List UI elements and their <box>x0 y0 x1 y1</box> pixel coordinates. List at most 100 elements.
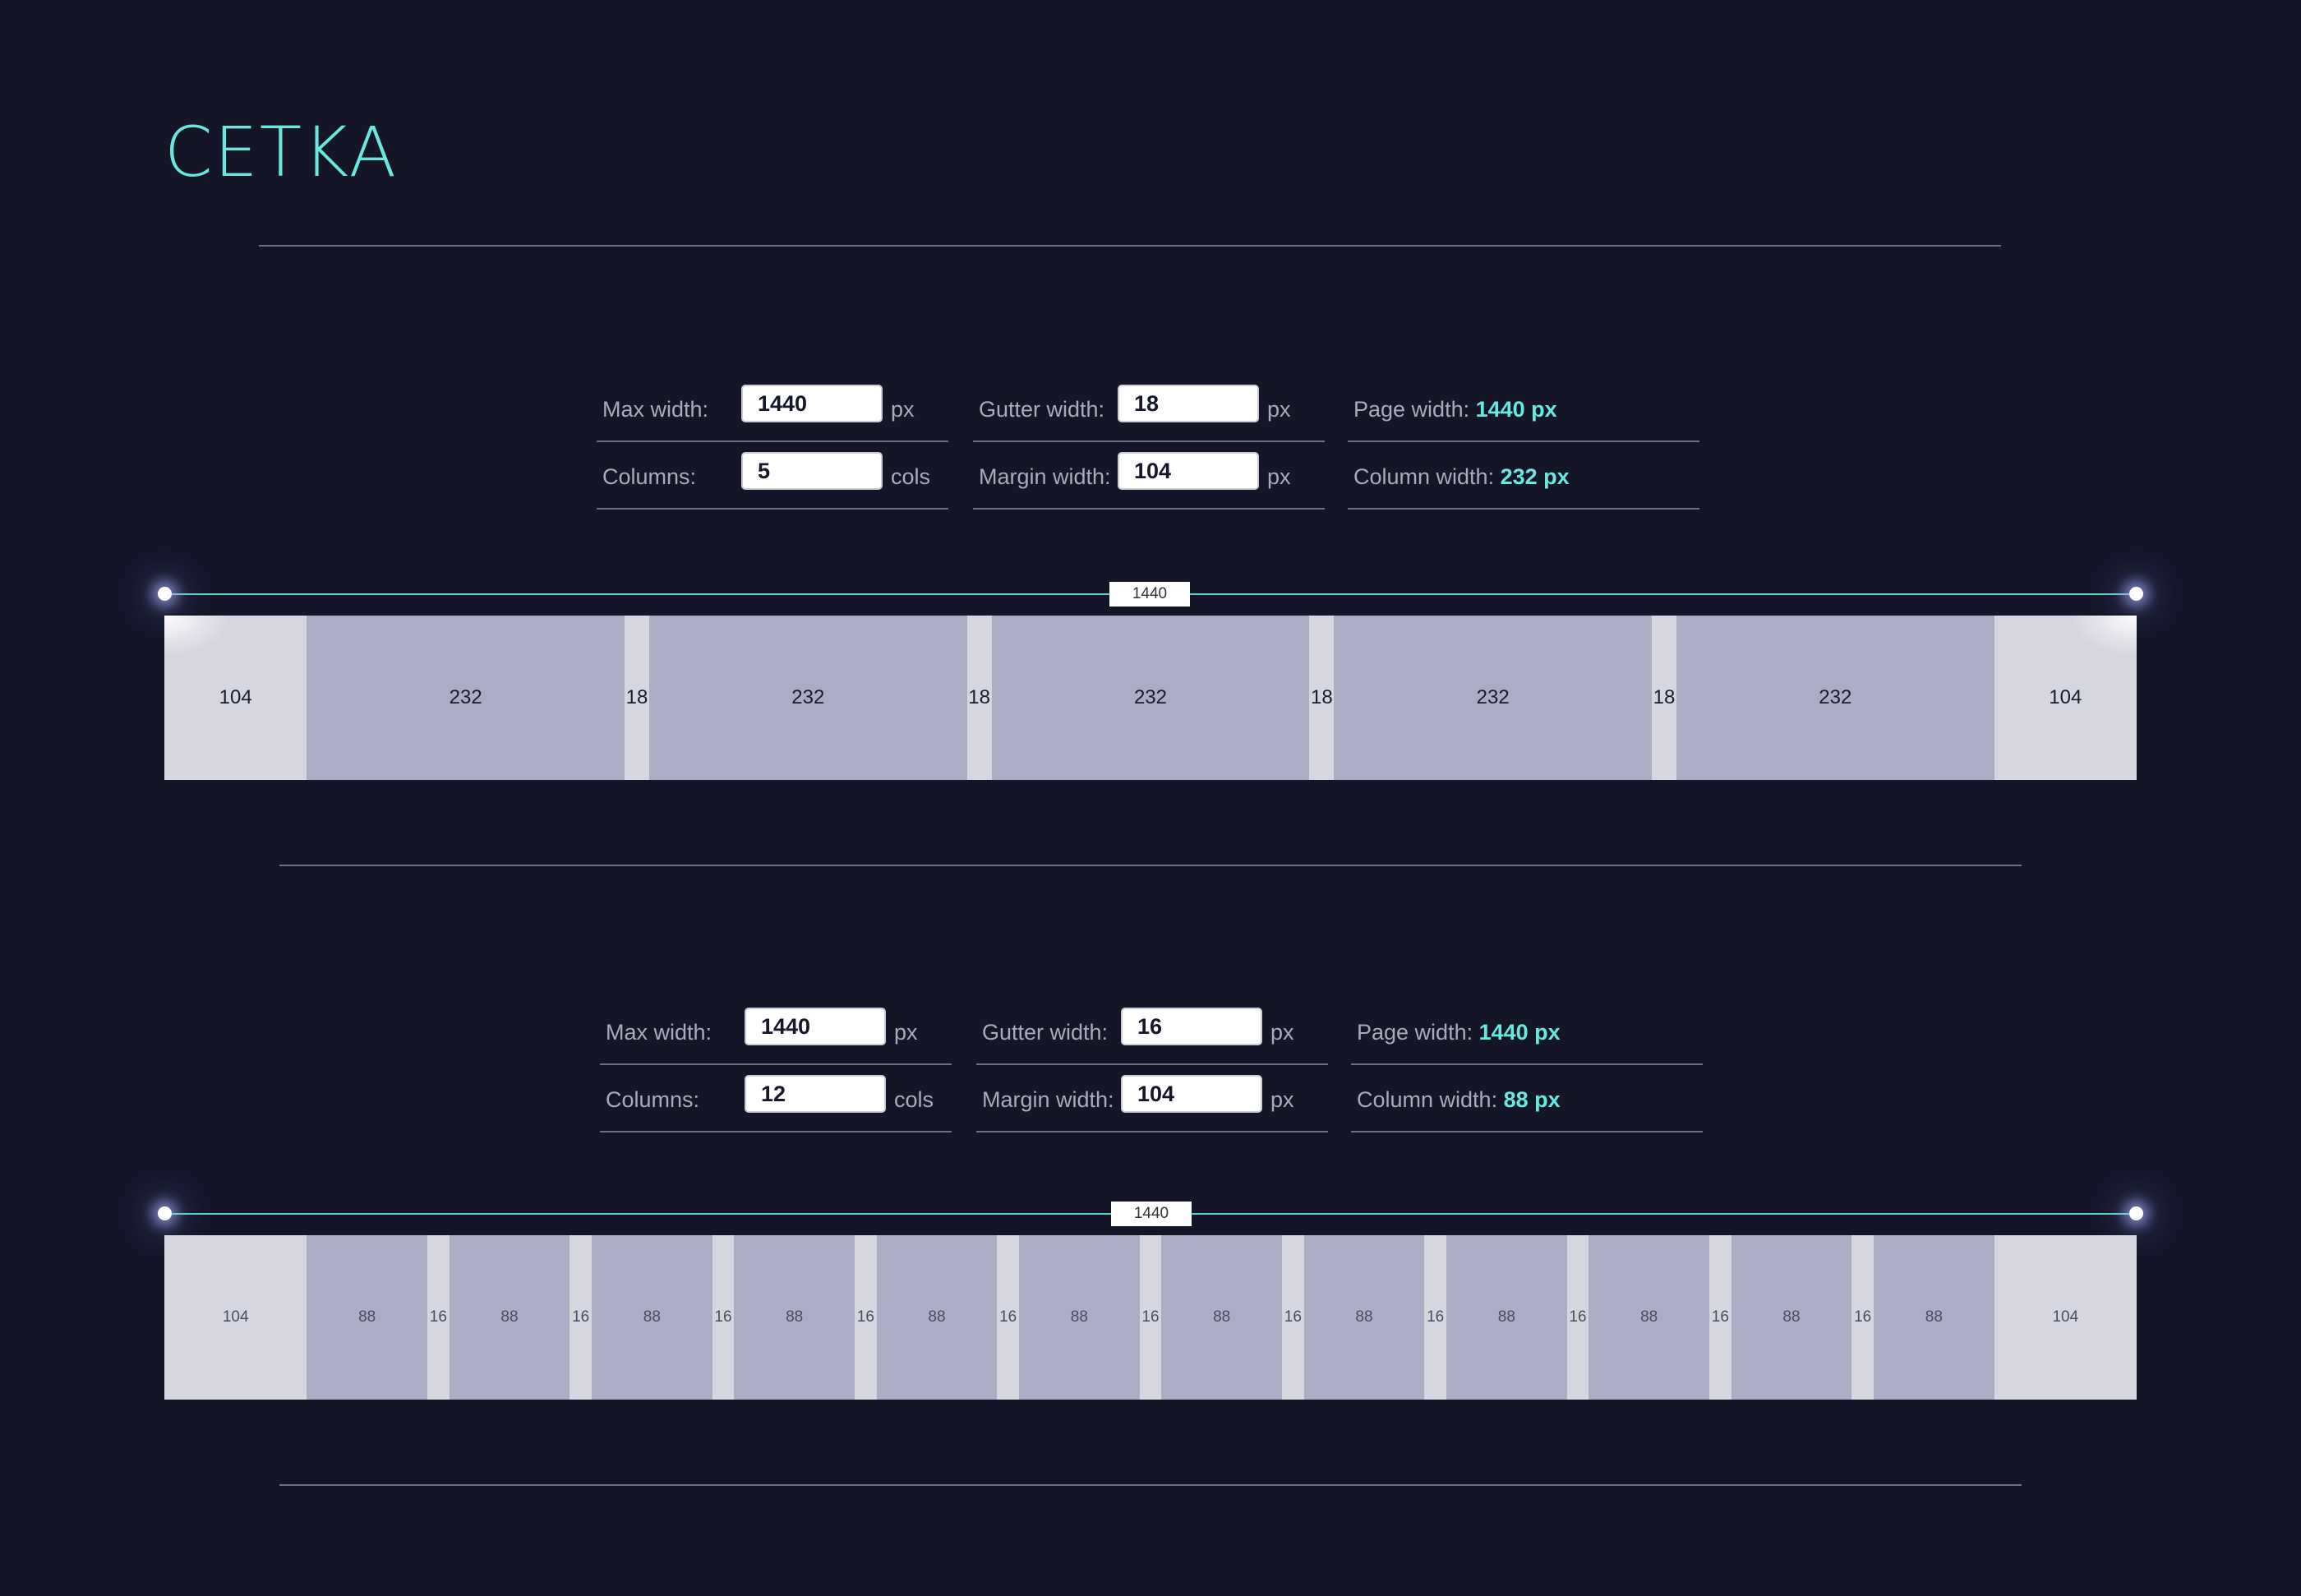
column-segment: 88 <box>307 1235 427 1400</box>
width-ruler: 1440 <box>158 1202 2143 1226</box>
page-title: CETKA <box>164 112 399 192</box>
page-width-row: Page width: 1440 px <box>1351 999 1703 1065</box>
gutter-segment: 16 <box>1711 1308 1729 1326</box>
gutter-segment: 16 <box>856 1308 874 1326</box>
gutter-segment: 18 <box>1310 686 1333 708</box>
max-width-unit: px <box>891 397 915 422</box>
columns-row: Columns: cols <box>597 444 948 510</box>
gutter-segment: 16 <box>1427 1308 1445 1326</box>
column-segment: 88 <box>1589 1235 1709 1400</box>
margin-segment: 104 <box>222 1308 249 1326</box>
column-segment: 88 <box>449 1235 570 1400</box>
column-width-row: Column width: 88 px <box>1351 1067 1703 1132</box>
ruler-right-handle[interactable] <box>2129 587 2143 601</box>
column-segment: 232 <box>1676 616 1994 780</box>
column-segment: 88 <box>1446 1235 1567 1400</box>
gutter-segment: 16 <box>1854 1308 1872 1326</box>
margin-width-input[interactable] <box>1121 1075 1262 1113</box>
max-width-label: Max width: <box>606 1020 712 1045</box>
columns-input[interactable] <box>741 452 883 490</box>
columns-input[interactable] <box>745 1075 886 1113</box>
columns-row: Columns: cols <box>600 1067 952 1132</box>
column-segment: 88 <box>1019 1235 1140 1400</box>
gutter-segment: 16 <box>429 1308 447 1326</box>
gutter-width-row: Gutter width: px <box>973 376 1325 442</box>
column-segment: 232 <box>307 616 625 780</box>
width-ruler: 1440 <box>158 582 2143 607</box>
gutter-segment: 18 <box>968 686 990 708</box>
column-width-row: Column width: 232 px <box>1348 444 1699 510</box>
page-width-value: 1440 px <box>1478 1020 1561 1045</box>
max-width-unit: px <box>894 1020 918 1045</box>
column-segment: 232 <box>1334 616 1652 780</box>
margin-width-row: Margin width: px <box>973 444 1325 510</box>
grid-settings-panel: Max width: px Gutter width: px Page widt… <box>597 376 1699 510</box>
max-width-label: Max width: <box>602 397 709 422</box>
gutter-segment: 16 <box>1141 1308 1160 1326</box>
margin-width-label: Margin width: <box>979 464 1111 489</box>
margin-width-input[interactable] <box>1118 452 1259 490</box>
margin-width-unit: px <box>1267 464 1291 489</box>
ruler-width-label: 1440 <box>1109 582 1190 607</box>
column-segment: 88 <box>1874 1235 1994 1400</box>
ruler-left-handle[interactable] <box>158 587 172 601</box>
margin-segment: 104 <box>2052 1308 2079 1326</box>
gutter-width-label: Gutter width: <box>979 397 1105 422</box>
gutter-segment: 16 <box>1569 1308 1587 1326</box>
gutter-segment: 16 <box>1284 1308 1302 1326</box>
gutter-segment: 16 <box>572 1308 590 1326</box>
gutter-segment: 18 <box>1653 686 1676 708</box>
ruler-left-handle[interactable] <box>158 1206 172 1220</box>
column-segment: 88 <box>1303 1235 1425 1400</box>
column-segment: 88 <box>592 1235 712 1400</box>
column-width-label: Column width: <box>1353 464 1495 489</box>
column-segment: 88 <box>876 1235 998 1400</box>
page-width-label: Page width: <box>1353 397 1470 422</box>
max-width-row: Max width: px <box>600 999 952 1065</box>
column-width-readout: Column width: 232 px <box>1353 462 1570 491</box>
max-width-row: Max width: px <box>597 376 948 442</box>
column-width-label: Column width: <box>1357 1087 1498 1112</box>
ruler-width-label: 1440 <box>1111 1202 1192 1226</box>
margin-width-unit: px <box>1270 1087 1294 1112</box>
gutter-width-label: Gutter width: <box>982 1020 1109 1045</box>
column-width-readout: Column width: 88 px <box>1357 1085 1561 1114</box>
margin-width-label: Margin width: <box>982 1087 1114 1112</box>
margin-width-row: Margin width: px <box>976 1067 1328 1132</box>
columns-unit: cols <box>894 1087 934 1112</box>
gutter-width-unit: px <box>1270 1020 1294 1045</box>
max-width-input[interactable] <box>745 1008 886 1045</box>
grid-settings-panel: Max width: px Gutter width: px Page widt… <box>600 999 1703 1132</box>
column-segment: 88 <box>1161 1235 1282 1400</box>
column-segment: 232 <box>991 616 1310 780</box>
column-width-value: 232 px <box>1500 464 1570 489</box>
grid-preview: 104 232 18 232 18 232 18 232 18 232 104 <box>164 616 2137 780</box>
columns-label: Columns: <box>602 464 697 489</box>
gutter-width-input[interactable] <box>1121 1008 1262 1045</box>
margin-segment: 104 <box>219 686 252 708</box>
column-width-value: 88 px <box>1503 1087 1561 1112</box>
columns-label: Columns: <box>606 1087 700 1112</box>
page-width-label: Page width: <box>1357 1020 1473 1045</box>
grid-preview: 104 88 16 88 16 88 16 88 16 88 16 88 16 88 16 88 16 88 16 8… <box>164 1235 2137 1400</box>
max-width-input[interactable] <box>741 385 883 422</box>
gutter-width-unit: px <box>1267 397 1291 422</box>
divider <box>279 865 2022 866</box>
gutter-segment: 18 <box>625 686 648 708</box>
margin-segment: 104 <box>2049 686 2082 708</box>
column-segment: 88 <box>734 1235 855 1400</box>
ruler-right-handle[interactable] <box>2129 1206 2143 1220</box>
gutter-segment: 16 <box>714 1308 732 1326</box>
column-segment: 232 <box>649 616 967 780</box>
page-width-row: Page width: 1440 px <box>1348 376 1699 442</box>
page-width-value: 1440 px <box>1475 397 1557 422</box>
divider <box>279 1484 2022 1486</box>
page-width-readout: Page width: 1440 px <box>1353 394 1557 424</box>
divider <box>259 245 2001 247</box>
gutter-width-input[interactable] <box>1118 385 1259 422</box>
column-segment: 88 <box>1731 1235 1852 1400</box>
page-width-readout: Page width: 1440 px <box>1357 1017 1561 1047</box>
columns-unit: cols <box>891 464 931 489</box>
gutter-width-row: Gutter width: px <box>976 999 1328 1065</box>
gutter-segment: 16 <box>999 1308 1017 1326</box>
